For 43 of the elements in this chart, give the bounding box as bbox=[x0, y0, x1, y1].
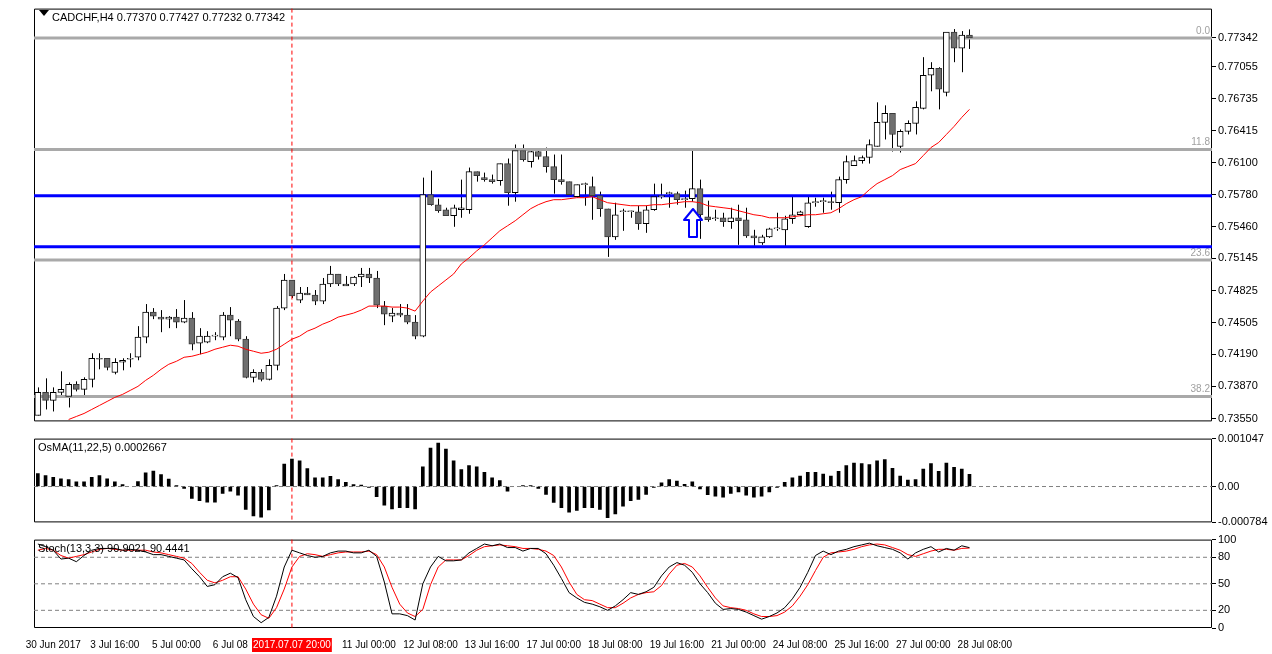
x-tick-label: 6 Jul 08 bbox=[212, 638, 249, 650]
y-tick-label: 0.77342 bbox=[1218, 30, 1258, 43]
x-tick-label: 11 Jul 00:00 bbox=[342, 638, 397, 650]
annotation: 23.6 bbox=[1190, 246, 1211, 258]
x-tick-label: 28 Jul 08:00 bbox=[957, 638, 1013, 650]
x-tick-label: 17 Jul 00:00 bbox=[526, 638, 582, 650]
x-tick-label: 2017.07.07 20:00 bbox=[253, 638, 332, 650]
y-tick-label: 0.74190 bbox=[1218, 347, 1258, 360]
annotation: 0.0 bbox=[1196, 24, 1211, 36]
y-tick-label: 0.75460 bbox=[1218, 219, 1258, 232]
y-tick-label: 0.75780 bbox=[1218, 187, 1258, 200]
y-tick-label: 0.75145 bbox=[1218, 251, 1258, 264]
x-tick-label: 18 Jul 08:00 bbox=[588, 638, 643, 650]
x-tick-label: 12 Jul 08:00 bbox=[403, 638, 459, 650]
y-tick-label: 0.00 bbox=[1218, 479, 1240, 492]
y-tick-label: 0.74825 bbox=[1218, 283, 1258, 296]
x-tick-label: 5 Jul 00:00 bbox=[151, 638, 202, 650]
y-tick-label: 0.74505 bbox=[1218, 315, 1258, 328]
y-tick-label: 50 bbox=[1218, 576, 1231, 589]
y-tick-label: 0.76735 bbox=[1218, 91, 1258, 104]
y-tick-label: 100 bbox=[1218, 532, 1237, 545]
x-tick-label: 25 Jul 16:00 bbox=[834, 638, 890, 650]
x-tick-label: 13 Jul 16:00 bbox=[464, 638, 520, 650]
y-tick-label: 0.76100 bbox=[1218, 155, 1258, 168]
x-tick-label: 21 Jul 00:00 bbox=[711, 638, 767, 650]
y-tick-label: -0.000784 bbox=[1218, 515, 1268, 528]
y-tick-label: 0.001047 bbox=[1218, 431, 1264, 444]
y-tick-label: 20 bbox=[1218, 603, 1231, 616]
annotation: 11.8 bbox=[1191, 136, 1211, 148]
chart-title: CADCHF,H4 0.77370 0.77427 0.77232 0.77342 bbox=[52, 11, 286, 24]
x-tick-label: 27 Jul 00:00 bbox=[896, 638, 951, 650]
y-tick-label: 0.77055 bbox=[1218, 59, 1258, 72]
x-tick-label: 19 Jul 16:00 bbox=[649, 638, 705, 650]
annotation: 38.2 bbox=[1190, 383, 1211, 395]
y-tick-label: 0.73870 bbox=[1218, 379, 1258, 392]
chart-title: OsMA(11,22,5) 0.0002667 bbox=[38, 441, 167, 454]
y-tick-label: 0.73550 bbox=[1218, 411, 1258, 424]
y-tick-label: 80 bbox=[1218, 550, 1231, 563]
y-tick-label: 0.76415 bbox=[1218, 123, 1258, 136]
y-tick-label: 0 bbox=[1218, 621, 1225, 634]
x-tick-label: 24 Jul 08:00 bbox=[772, 638, 828, 650]
x-tick-label: 3 Jul 16:00 bbox=[90, 638, 140, 650]
x-tick-label: 30 Jun 2017 bbox=[25, 638, 82, 650]
